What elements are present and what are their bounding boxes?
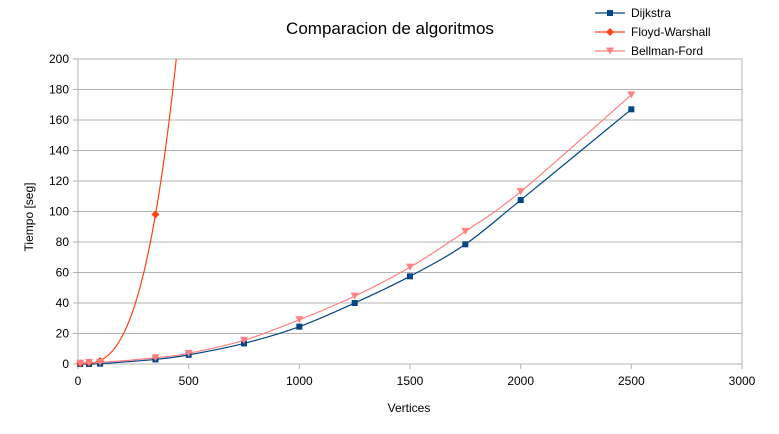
data-point xyxy=(407,273,413,280)
x-tick-label: 3000 xyxy=(729,374,756,388)
legend: Dijkstra Floyd-Warshall Bellman-Ford xyxy=(595,6,711,58)
legend-marker xyxy=(606,47,614,55)
y-tick-label: 20 xyxy=(56,327,70,341)
legend-item: Bellman-Ford xyxy=(595,44,703,58)
y-tick-label: 120 xyxy=(49,174,69,188)
x-axis-label: Vertices xyxy=(388,401,431,415)
series-floyd-warshall xyxy=(76,59,177,368)
data-point xyxy=(517,197,524,204)
y-tick-label: 40 xyxy=(56,296,70,310)
data-point xyxy=(295,316,304,324)
y-tick-label: 160 xyxy=(49,113,69,127)
data-point xyxy=(85,358,94,366)
y-tick-label: 60 xyxy=(56,266,70,280)
y-axis-label: Tiempo [seg] xyxy=(22,183,36,252)
legend-marker xyxy=(607,10,613,16)
x-tick-label: 500 xyxy=(179,374,199,388)
x-tick-label: 2000 xyxy=(507,374,534,388)
data-point xyxy=(184,349,193,357)
series-bellman-ford xyxy=(76,91,636,367)
x-tick-label: 0 xyxy=(75,374,82,388)
data-point xyxy=(462,241,469,248)
data-point xyxy=(351,300,358,306)
y-tick-label: 180 xyxy=(49,83,69,97)
legend-marker xyxy=(606,28,614,36)
data-point xyxy=(151,354,160,362)
legend-label: Dijkstra xyxy=(631,6,671,20)
data-point xyxy=(628,106,635,113)
data-point xyxy=(240,336,248,344)
y-tick-label: 0 xyxy=(62,357,69,371)
legend-label: Bellman-Ford xyxy=(631,44,703,58)
x-tick-label: 1500 xyxy=(397,374,424,388)
legend-label: Floyd-Warshall xyxy=(631,25,711,39)
y-tick-label: 140 xyxy=(49,144,69,158)
series-line xyxy=(80,108,632,365)
data-point xyxy=(96,358,105,366)
grid xyxy=(78,58,742,365)
y-tick-label: 80 xyxy=(56,235,70,249)
chart-title: Comparacion de algoritmos xyxy=(286,19,494,38)
series-line xyxy=(80,94,632,364)
data-point xyxy=(151,210,160,219)
y-tick-label: 100 xyxy=(49,205,69,219)
x-tick-label: 2500 xyxy=(618,374,645,388)
series-dijkstra xyxy=(77,106,635,367)
series-line xyxy=(78,59,177,364)
x-tick-label: 1000 xyxy=(286,374,313,388)
legend-item: Floyd-Warshall xyxy=(595,25,711,39)
data-point xyxy=(627,91,636,99)
data-point xyxy=(350,292,359,300)
series-layer xyxy=(76,59,636,368)
legend-item: Dijkstra xyxy=(595,6,671,20)
y-tick-label: 200 xyxy=(49,52,69,66)
data-point xyxy=(516,188,525,196)
data-point xyxy=(296,323,303,330)
data-point xyxy=(406,263,414,271)
data-point xyxy=(76,359,85,367)
data-point xyxy=(461,227,470,235)
